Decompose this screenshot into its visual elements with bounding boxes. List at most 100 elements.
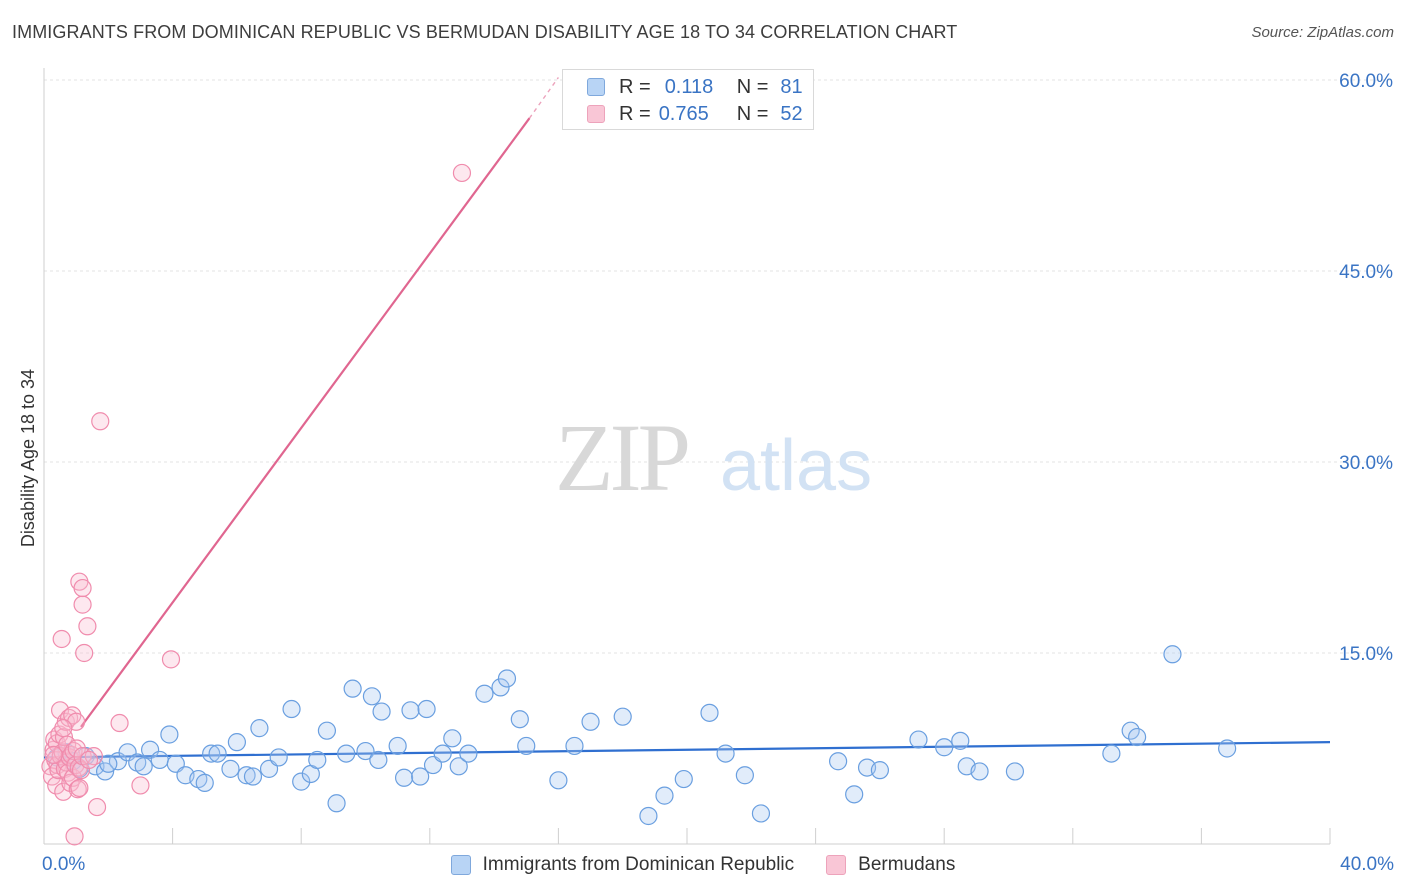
point-dominican [674,769,693,789]
axes [43,68,1331,845]
point-dominican [613,707,632,726]
point-bermudan [79,750,99,770]
point-dominican [510,710,529,729]
point-bermudan [87,797,107,817]
point-dominican [491,678,510,697]
point-dominican [751,804,771,823]
point-dominican [308,750,327,770]
point-dominican [394,768,414,787]
point-bermudan [54,719,73,738]
point-dominican [655,786,674,805]
watermark: ZIP atlas [555,404,872,511]
point-bermudan [70,778,89,798]
point-bermudan [161,650,181,669]
watermark-atlas: atlas [720,426,872,506]
point-dominican [443,729,462,748]
trend-lines [43,77,1331,759]
n-value: 81 [780,75,803,98]
point-dominican [433,744,452,763]
point-bermudan [44,745,63,764]
point-bermudan [65,827,84,846]
point-dominican [237,766,256,785]
point-bermudan [75,643,94,663]
legend-label: Bermudans [858,854,956,875]
point-dominican [250,719,269,738]
point-dominican [208,744,227,763]
point-dominican [829,752,848,771]
r-value: 0.765 [658,102,709,125]
y-tick-label: 30.0% [1339,453,1393,474]
tick-labels: 15.0% 30.0% 45.0% 60.0% 0.0% 40.0% [42,71,1394,875]
point-dominican [475,684,494,703]
point-dominican [1005,762,1025,781]
x-tick-label: 40.0% [1340,854,1394,875]
chart-title: IMMIGRANTS FROM DOMINICAN REPUBLIC VS BE… [12,22,958,42]
point-dominican [343,679,362,698]
point-dominican [202,744,221,763]
point-dominican [449,757,468,776]
point-dominican [160,725,179,744]
blue-swatch [450,855,471,875]
point-dominican [716,744,735,763]
point-bermudan [91,412,110,431]
legend-item-dominican[interactable]: Immigrants from Dominican Republic [450,854,795,876]
point-dominican [401,701,420,720]
point-bermudan [78,617,97,636]
point-bermudan [64,741,83,761]
legend-row-blue: R = 0.118 N = 81 [587,74,803,100]
point-dominican [327,794,346,813]
r-value: 0.118 [664,75,714,98]
point-dominican [970,762,989,781]
data-points [41,163,1237,846]
point-bermudan [110,713,129,733]
point-dominican [337,744,356,763]
point-dominican [1127,727,1147,747]
point-dominican [372,702,391,721]
pink-swatch [587,105,605,123]
legend-row-pink: R = 0.765 N = 52 [587,101,803,127]
point-dominican [870,761,890,780]
blue-swatch [587,78,605,96]
point-dominican [317,721,337,740]
point-dominican [99,754,118,773]
n-label: N = [736,102,769,125]
point-dominican [150,750,169,770]
point-dominican [195,773,214,792]
point-dominican [269,748,288,767]
y-tick-label: 60.0% [1339,71,1393,92]
trend-line-bermudan [80,117,531,728]
point-dominican [227,733,246,752]
point-bermudan [61,773,80,792]
point-dominican [369,750,388,770]
r-label: R = [619,75,651,98]
point-dominican [845,785,864,804]
y-axis-label: Disability Age 18 to 34 [18,369,38,547]
point-dominican [356,741,375,761]
point-bermudan [452,163,472,183]
grid-lines [44,79,1394,654]
series-legend: Immigrants from Dominican Republic Bermu… [0,851,1406,879]
r-label: R = [619,102,651,125]
point-dominican [243,767,263,786]
point-dominican [735,766,754,785]
point-bermudan [73,578,92,598]
point-dominican [362,687,382,706]
point-bermudan [73,595,92,614]
point-bermudan [131,776,150,795]
y-tick-label: 45.0% [1339,262,1393,283]
point-dominican [549,771,568,790]
trend-line-bermudan-extension [528,77,559,119]
point-dominican [951,731,970,750]
source-label: Source: ZipAtlas.com [1251,24,1394,41]
legend-label: Immigrants from Dominican Republic [482,854,795,875]
point-dominican [282,699,301,719]
point-bermudan [52,629,71,649]
point-dominican [517,736,536,756]
watermark-zip: ZIP [555,404,688,511]
point-dominican [134,757,153,776]
point-dominican [581,712,600,731]
pink-swatch [826,855,847,875]
legend-item-bermudans[interactable]: Bermudans [826,854,955,876]
point-dominican [388,736,407,756]
point-dominican [292,772,311,791]
